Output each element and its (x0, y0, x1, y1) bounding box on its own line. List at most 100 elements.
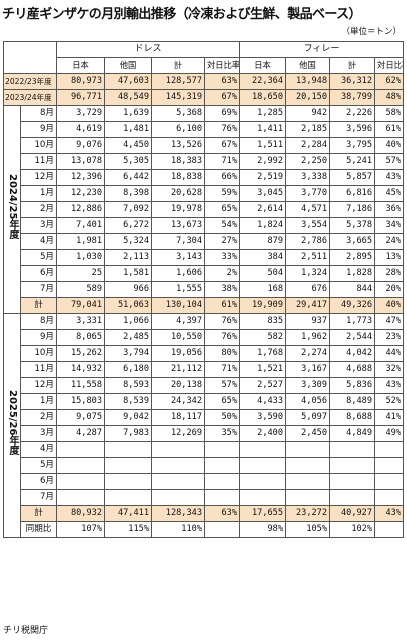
table-cell: 24,342 (151, 393, 205, 410)
export-table: ドレス フィレー 日本 他国 計 対日比率 日本 他国 計 対日比率 2022/… (3, 41, 405, 538)
table-cell: 3,596 (329, 121, 376, 138)
table-cell: 71% (203, 153, 241, 170)
table-cell: 2,614 (239, 201, 287, 218)
yoy-label: 同期比 (20, 521, 57, 538)
table-cell: 43% (374, 505, 405, 522)
table-cell: 3,143 (151, 249, 205, 266)
table-cell: 22,364 (239, 73, 287, 90)
month-label: 6月 (20, 265, 57, 282)
table-row: 11月 13,078 5,305 18,383 71% 2,992 2,250 5,241 57… (4, 153, 405, 170)
table-cell: 33% (203, 249, 241, 266)
table-cell (374, 473, 405, 490)
table-cell: 1,828 (329, 265, 376, 282)
table-cell: 115% (104, 521, 152, 538)
table-cell: 15,262 (56, 345, 105, 362)
table-cell: 23% (374, 329, 405, 346)
table-cell: 40% (374, 297, 405, 314)
table-cell (329, 473, 376, 490)
month-label: 1月 (20, 185, 57, 202)
table-cell: 35% (203, 425, 241, 442)
table-cell: 5,241 (329, 153, 376, 170)
table-cell: 18,650 (239, 89, 287, 106)
table-cell: 47,603 (104, 73, 152, 90)
table-row: 9月 8,065 2,485 10,550 76% 582 1,962 2,544 23% (4, 329, 405, 346)
table-cell: 5,836 (329, 377, 376, 394)
table-cell (374, 489, 405, 506)
table-cell: 18,383 (151, 153, 205, 170)
table-cell: 10,550 (151, 329, 205, 346)
table-cell: 7,401 (56, 217, 105, 234)
table-cell: 2,250 (285, 153, 331, 170)
table-cell: 2,527 (239, 377, 287, 394)
table-cell: 504 (239, 265, 287, 282)
table-cell: 3,338 (285, 169, 331, 186)
month-label: 11月 (20, 361, 57, 378)
table-row: 4月 (4, 441, 405, 458)
table-cell: 2,544 (329, 329, 376, 346)
table-cell: 1,511 (239, 137, 287, 154)
table-cell: 2% (203, 265, 241, 282)
table-cell: 1,285 (239, 105, 287, 122)
table-cell: 4,397 (151, 313, 205, 330)
table-cell: 2,511 (285, 249, 331, 266)
table-cell: 4,571 (285, 201, 331, 218)
table-cell (239, 441, 287, 458)
table-cell: 1,581 (104, 265, 152, 282)
table-cell: 50% (203, 409, 241, 426)
table-cell (151, 473, 205, 490)
table-cell: 67% (203, 137, 241, 154)
table-cell (56, 489, 105, 506)
month-label: 4月 (20, 233, 57, 250)
table-cell: 49,326 (329, 297, 376, 314)
table-cell: 13,526 (151, 137, 205, 154)
table-cell (329, 489, 376, 506)
table-cell (285, 489, 331, 506)
col-header: 日本 (56, 57, 105, 74)
table-cell: 34% (374, 217, 405, 234)
table-cell: 58% (374, 105, 405, 122)
table-cell: 1,521 (239, 361, 287, 378)
table-cell: 110% (151, 521, 205, 538)
table-cell (151, 489, 205, 506)
table-cell: 128,577 (151, 73, 205, 90)
table-cell: 5,097 (285, 409, 331, 426)
summary-row: 2022/23年度 80,973 47,603 128,577 63% 22,364 13,… (3, 73, 405, 90)
table-cell: 2,185 (285, 121, 331, 138)
table-cell: 6,272 (104, 217, 152, 234)
table-row: 12月 12,396 6,442 18,838 66% 2,519 3,338 5,857 43… (4, 169, 405, 186)
table-cell: 128,343 (151, 505, 205, 522)
table-row: 10月 9,076 4,450 13,526 67% 1,511 2,284 3,795 40% (4, 137, 405, 154)
month-label: 2月 (20, 201, 57, 218)
table-cell: 4,042 (329, 345, 376, 362)
table-row: 11月 14,932 6,180 21,112 71% 1,521 3,167 4,688 32… (4, 361, 405, 378)
fiscal-year-text: 2025/26年度 (7, 390, 18, 456)
table-cell: 2,786 (285, 233, 331, 250)
table-cell: 23,272 (285, 505, 331, 522)
table-cell: 45% (374, 185, 405, 202)
table-row: 10月 15,262 3,794 19,056 80% 1,768 2,274 4,042 44… (4, 345, 405, 362)
total-row: 計 80,932 47,411 128,343 63% 17,655 23,272 40,92… (4, 505, 405, 522)
table-cell: 2,485 (104, 329, 152, 346)
table-cell: 4,287 (56, 425, 105, 442)
table-cell (285, 457, 331, 474)
col-header: 対日比率 (203, 57, 241, 74)
table-cell: 44% (374, 345, 405, 362)
table-cell (56, 473, 105, 490)
table-cell (104, 473, 152, 490)
table-cell: 1,824 (239, 217, 287, 234)
column-header-row: 日本 他国 計 対日比率 日本 他国 計 対日比率 (4, 57, 405, 74)
month-label: 9月 (20, 121, 57, 138)
table-cell (285, 473, 331, 490)
table-cell (329, 441, 376, 458)
table-cell: 168 (239, 281, 287, 298)
table-cell: 5,857 (329, 169, 376, 186)
table-cell: 4,433 (239, 393, 287, 410)
table-cell: 67% (203, 89, 241, 106)
table-cell: 14,932 (56, 361, 105, 378)
table-cell: 38,799 (329, 89, 376, 106)
table-cell: 65% (203, 393, 241, 410)
table-row: 2024/25年度 8月 3,729 1,639 5,368 69% 1,285 942 2,2… (3, 105, 405, 314)
table-cell: 3,309 (285, 377, 331, 394)
table-cell: 12,886 (56, 201, 105, 218)
table-cell: 3,554 (285, 217, 331, 234)
